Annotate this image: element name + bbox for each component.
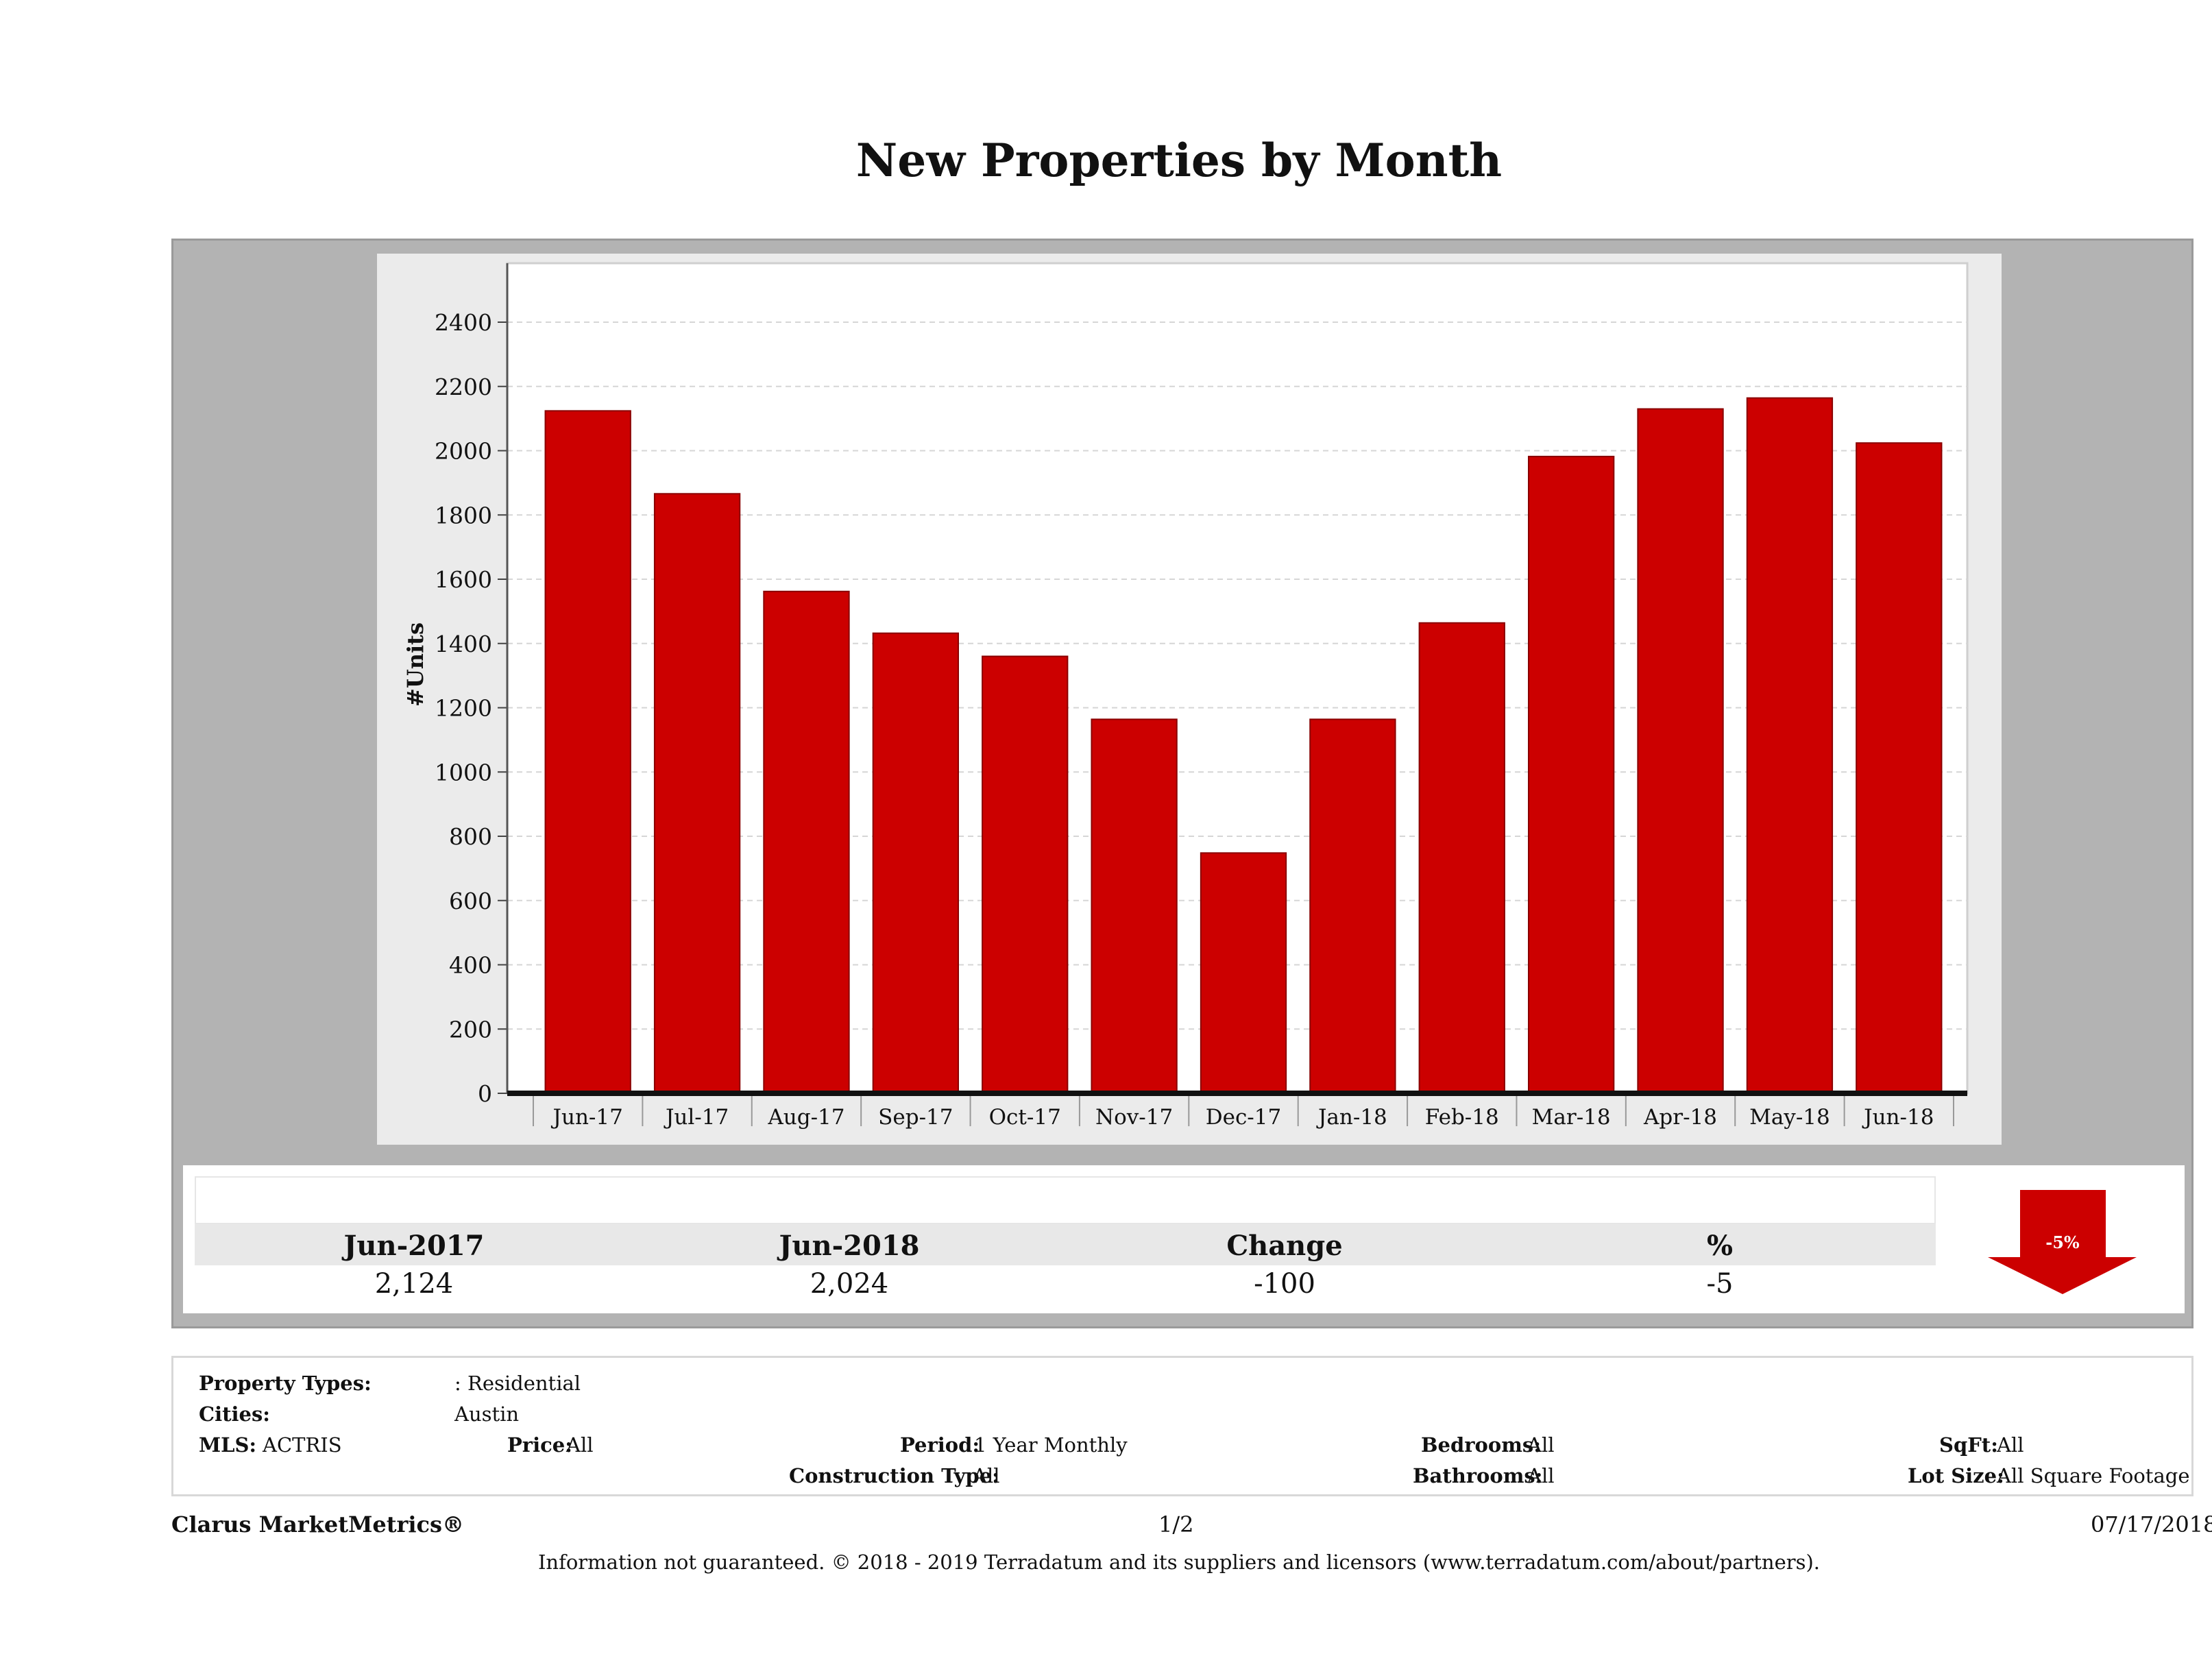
property-types-value: : Residential bbox=[454, 1372, 581, 1395]
summary-header-change: Change bbox=[1226, 1230, 1343, 1262]
bar bbox=[1091, 718, 1178, 1094]
price-label: Price: bbox=[507, 1433, 572, 1457]
bar bbox=[1418, 622, 1505, 1094]
bar bbox=[1200, 852, 1287, 1094]
filter-criteria: Property Types: : Residential Cities: Au… bbox=[171, 1356, 2193, 1496]
bar bbox=[1309, 718, 1396, 1094]
bar bbox=[763, 590, 850, 1094]
bar bbox=[1527, 455, 1615, 1094]
page-number: 1/2 bbox=[1158, 1511, 1194, 1537]
x-tick-label: Jun-17 bbox=[551, 1105, 623, 1130]
bedrooms-label: Bedrooms: bbox=[1421, 1433, 1541, 1457]
lot-size-value: All Square Footage bbox=[1997, 1464, 2190, 1487]
summary-value-end: 2,024 bbox=[810, 1268, 889, 1300]
chart-title: New Properties by Month bbox=[855, 134, 1503, 187]
y-tick-label: 1400 bbox=[435, 631, 492, 657]
bar bbox=[544, 410, 631, 1094]
cities-label: Cities: bbox=[199, 1402, 270, 1426]
summary-panel: Jun-2017 Jun-2018 Change % 2,124 2,024 -… bbox=[183, 1165, 2185, 1313]
summary-value-row: 2,124 2,024 -100 -5 bbox=[195, 1265, 1936, 1301]
bar bbox=[1856, 442, 1943, 1094]
y-tick-label: 1200 bbox=[435, 695, 492, 722]
summary-value-start: 2,124 bbox=[374, 1268, 454, 1300]
cities-value: Austin bbox=[454, 1402, 520, 1426]
construction-type-value: All bbox=[973, 1464, 1000, 1487]
y-tick-label: 2000 bbox=[435, 438, 492, 465]
summary-spacer-row bbox=[195, 1176, 1936, 1224]
brand-name: Clarus MarketMetrics® bbox=[171, 1511, 465, 1537]
construction-type-label: Construction Type: bbox=[789, 1464, 999, 1487]
bar bbox=[872, 632, 960, 1094]
summary-value-percent: -5 bbox=[1706, 1268, 1734, 1300]
summary-table: Jun-2017 Jun-2018 Change % 2,124 2,024 -… bbox=[195, 1176, 1936, 1301]
x-tick-label: May-18 bbox=[1749, 1105, 1830, 1130]
summary-value-change: -100 bbox=[1254, 1268, 1315, 1300]
bar-chart: 0 200 400 600 800 1000 1200 1400 1600 1800 2000 220… bbox=[377, 254, 2002, 1145]
price-value: All bbox=[566, 1433, 594, 1457]
x-tick-label: Apr-18 bbox=[1643, 1105, 1717, 1130]
x-tick-label: Sep-17 bbox=[878, 1105, 953, 1130]
x-tick-label: Jul-17 bbox=[664, 1105, 729, 1130]
x-tick-label: Mar-18 bbox=[1532, 1105, 1611, 1130]
sqft-label: SqFt: bbox=[1939, 1433, 1998, 1457]
trend-indicator: -5% bbox=[1969, 1176, 2154, 1306]
mls-value: ACTRIS bbox=[263, 1433, 342, 1457]
x-tick-label: Jan-18 bbox=[1316, 1105, 1387, 1130]
report-date: 07/17/2018 bbox=[2091, 1511, 2212, 1537]
bar bbox=[653, 493, 741, 1094]
bathrooms-value: All bbox=[1527, 1464, 1555, 1487]
y-tick-label: 600 bbox=[449, 888, 492, 914]
y-tick-label: 1800 bbox=[435, 502, 492, 528]
x-tick-label: Nov-17 bbox=[1095, 1105, 1173, 1130]
sqft-value: All bbox=[1997, 1433, 2024, 1457]
disclaimer: Information not guaranteed. © 2018 - 201… bbox=[537, 1551, 1821, 1574]
summary-header-start: Jun-2017 bbox=[343, 1230, 485, 1262]
summary-header-end: Jun-2018 bbox=[779, 1230, 920, 1262]
y-tick-label: 2200 bbox=[435, 374, 492, 400]
y-tick-label: 400 bbox=[449, 952, 492, 979]
y-tick-label: 1000 bbox=[435, 759, 492, 786]
mls-label: MLS: bbox=[199, 1433, 257, 1457]
y-axis-label: #Units bbox=[402, 622, 428, 707]
summary-header-percent: % bbox=[1706, 1230, 1733, 1262]
x-tick-label: Oct-17 bbox=[989, 1105, 1061, 1130]
y-tick-label: 200 bbox=[449, 1016, 492, 1043]
bar bbox=[982, 655, 1069, 1094]
x-tick-label: Feb-18 bbox=[1425, 1105, 1499, 1130]
bar bbox=[1637, 408, 1724, 1094]
x-tick-label: Dec-17 bbox=[1206, 1105, 1281, 1130]
bar bbox=[1746, 397, 1834, 1094]
bathrooms-label: Bathrooms: bbox=[1413, 1464, 1543, 1487]
y-tick-label: 800 bbox=[449, 823, 492, 850]
trend-indicator-label: -5% bbox=[2045, 1232, 2080, 1252]
y-tick-label: 0 bbox=[478, 1080, 492, 1107]
y-tick-label: 1600 bbox=[435, 566, 492, 593]
x-tick-label: Aug-17 bbox=[767, 1105, 844, 1130]
lot-size-label: Lot Size: bbox=[1908, 1464, 2004, 1487]
period-label: Period: bbox=[900, 1433, 980, 1457]
property-types-label: Property Types: bbox=[199, 1372, 372, 1395]
x-tick-label: Jun-18 bbox=[1862, 1105, 1934, 1130]
summary-header-row: Jun-2017 Jun-2018 Change % bbox=[195, 1224, 1936, 1265]
period-value: 1 Year Monthly bbox=[974, 1433, 1128, 1457]
down-arrow-icon: -5% bbox=[1988, 1190, 2137, 1294]
y-tick-label: 2400 bbox=[435, 309, 492, 336]
bedrooms-value: All bbox=[1527, 1433, 1555, 1457]
